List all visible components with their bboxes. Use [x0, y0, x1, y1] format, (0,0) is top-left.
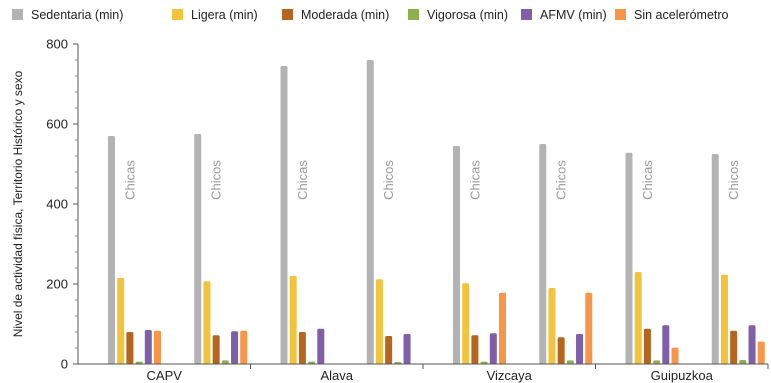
sub-group-label: Chicos [209, 160, 224, 200]
bar [212, 335, 220, 364]
legend-label: AFMV (min) [540, 8, 607, 22]
bar [135, 361, 143, 364]
bar [240, 330, 248, 364]
bar [711, 154, 719, 364]
sub-group-label: Chicos [554, 160, 569, 200]
bar [298, 332, 306, 364]
bar [499, 292, 506, 364]
bar [566, 360, 574, 364]
legend-label: Ligera (min) [191, 8, 258, 22]
bar [489, 333, 497, 364]
bar [634, 272, 642, 364]
bar [643, 328, 651, 364]
legend-label: Vigorosa (min) [427, 8, 508, 22]
bar [739, 360, 747, 364]
bar [108, 136, 115, 364]
legend-label: Moderada (min) [301, 8, 389, 22]
x-axis: CAPV Alava Vizcaya Guipuzkoa [78, 363, 769, 383]
bar [576, 334, 584, 364]
bar [662, 325, 670, 364]
bar [730, 330, 738, 364]
bar [289, 276, 297, 364]
legend-swatch [615, 9, 626, 20]
legend-label: Sedentaria (min) [31, 8, 123, 22]
y-axis-label: Nivel de actividad física, Territorio Hi… [11, 70, 25, 337]
bar [231, 331, 239, 364]
bar [671, 347, 679, 364]
legend-swatch [282, 9, 293, 20]
y-tick-label: 400 [46, 197, 68, 212]
y-tick-label: 800 [46, 37, 68, 52]
bar [375, 279, 383, 364]
bars: Chicas Chicos Chicas Chicos Chicas Chicos Chic… [108, 60, 765, 364]
legend-swatch [12, 9, 23, 20]
bar [126, 332, 134, 364]
bar [748, 325, 756, 364]
bar [221, 360, 229, 364]
y-tick-label: 200 [46, 277, 68, 292]
bar [366, 60, 374, 364]
sub-group-label: Chicas [122, 160, 137, 200]
bar [625, 152, 633, 364]
sub-group-label: Chicas [640, 160, 655, 200]
bar [453, 146, 460, 364]
x-group-label: Vizcaya [487, 368, 533, 383]
y-axis: 0 200 400 600 800 [46, 37, 79, 372]
x-group-label: Alava [320, 368, 353, 383]
y-tick-label: 600 [46, 117, 68, 132]
bar [557, 337, 565, 364]
sub-group-label: Chicas [467, 160, 482, 200]
bar [653, 360, 661, 364]
bar [144, 330, 152, 364]
bar [462, 283, 470, 364]
x-group-label: CAPV [147, 368, 183, 383]
bar [154, 330, 161, 364]
bar [403, 334, 411, 364]
bar [548, 288, 556, 364]
bar [539, 144, 547, 364]
bar [194, 134, 202, 364]
sub-group-label: Chicos [381, 160, 396, 200]
bar [471, 335, 479, 364]
bar [308, 361, 316, 364]
legend-swatch [521, 9, 532, 20]
bar [117, 278, 125, 364]
bar [480, 361, 488, 364]
bar [203, 281, 211, 364]
sub-group-label: Chicos [726, 160, 741, 200]
legend-swatch [408, 9, 419, 20]
legend: Sedentaria (min) Ligera (min) Moderada (mi… [12, 8, 729, 22]
x-group-label: Guipuzkoa [651, 368, 714, 383]
y-tick-label: 0 [61, 357, 68, 372]
bar [317, 328, 325, 364]
bar [585, 292, 593, 364]
legend-label: Sin acelerómetro [634, 8, 729, 22]
bar [757, 341, 765, 364]
bar [385, 336, 393, 364]
legend-swatch [172, 9, 183, 20]
bar [720, 274, 728, 364]
sub-group-label: Chicas [295, 160, 310, 200]
bar [280, 66, 288, 364]
